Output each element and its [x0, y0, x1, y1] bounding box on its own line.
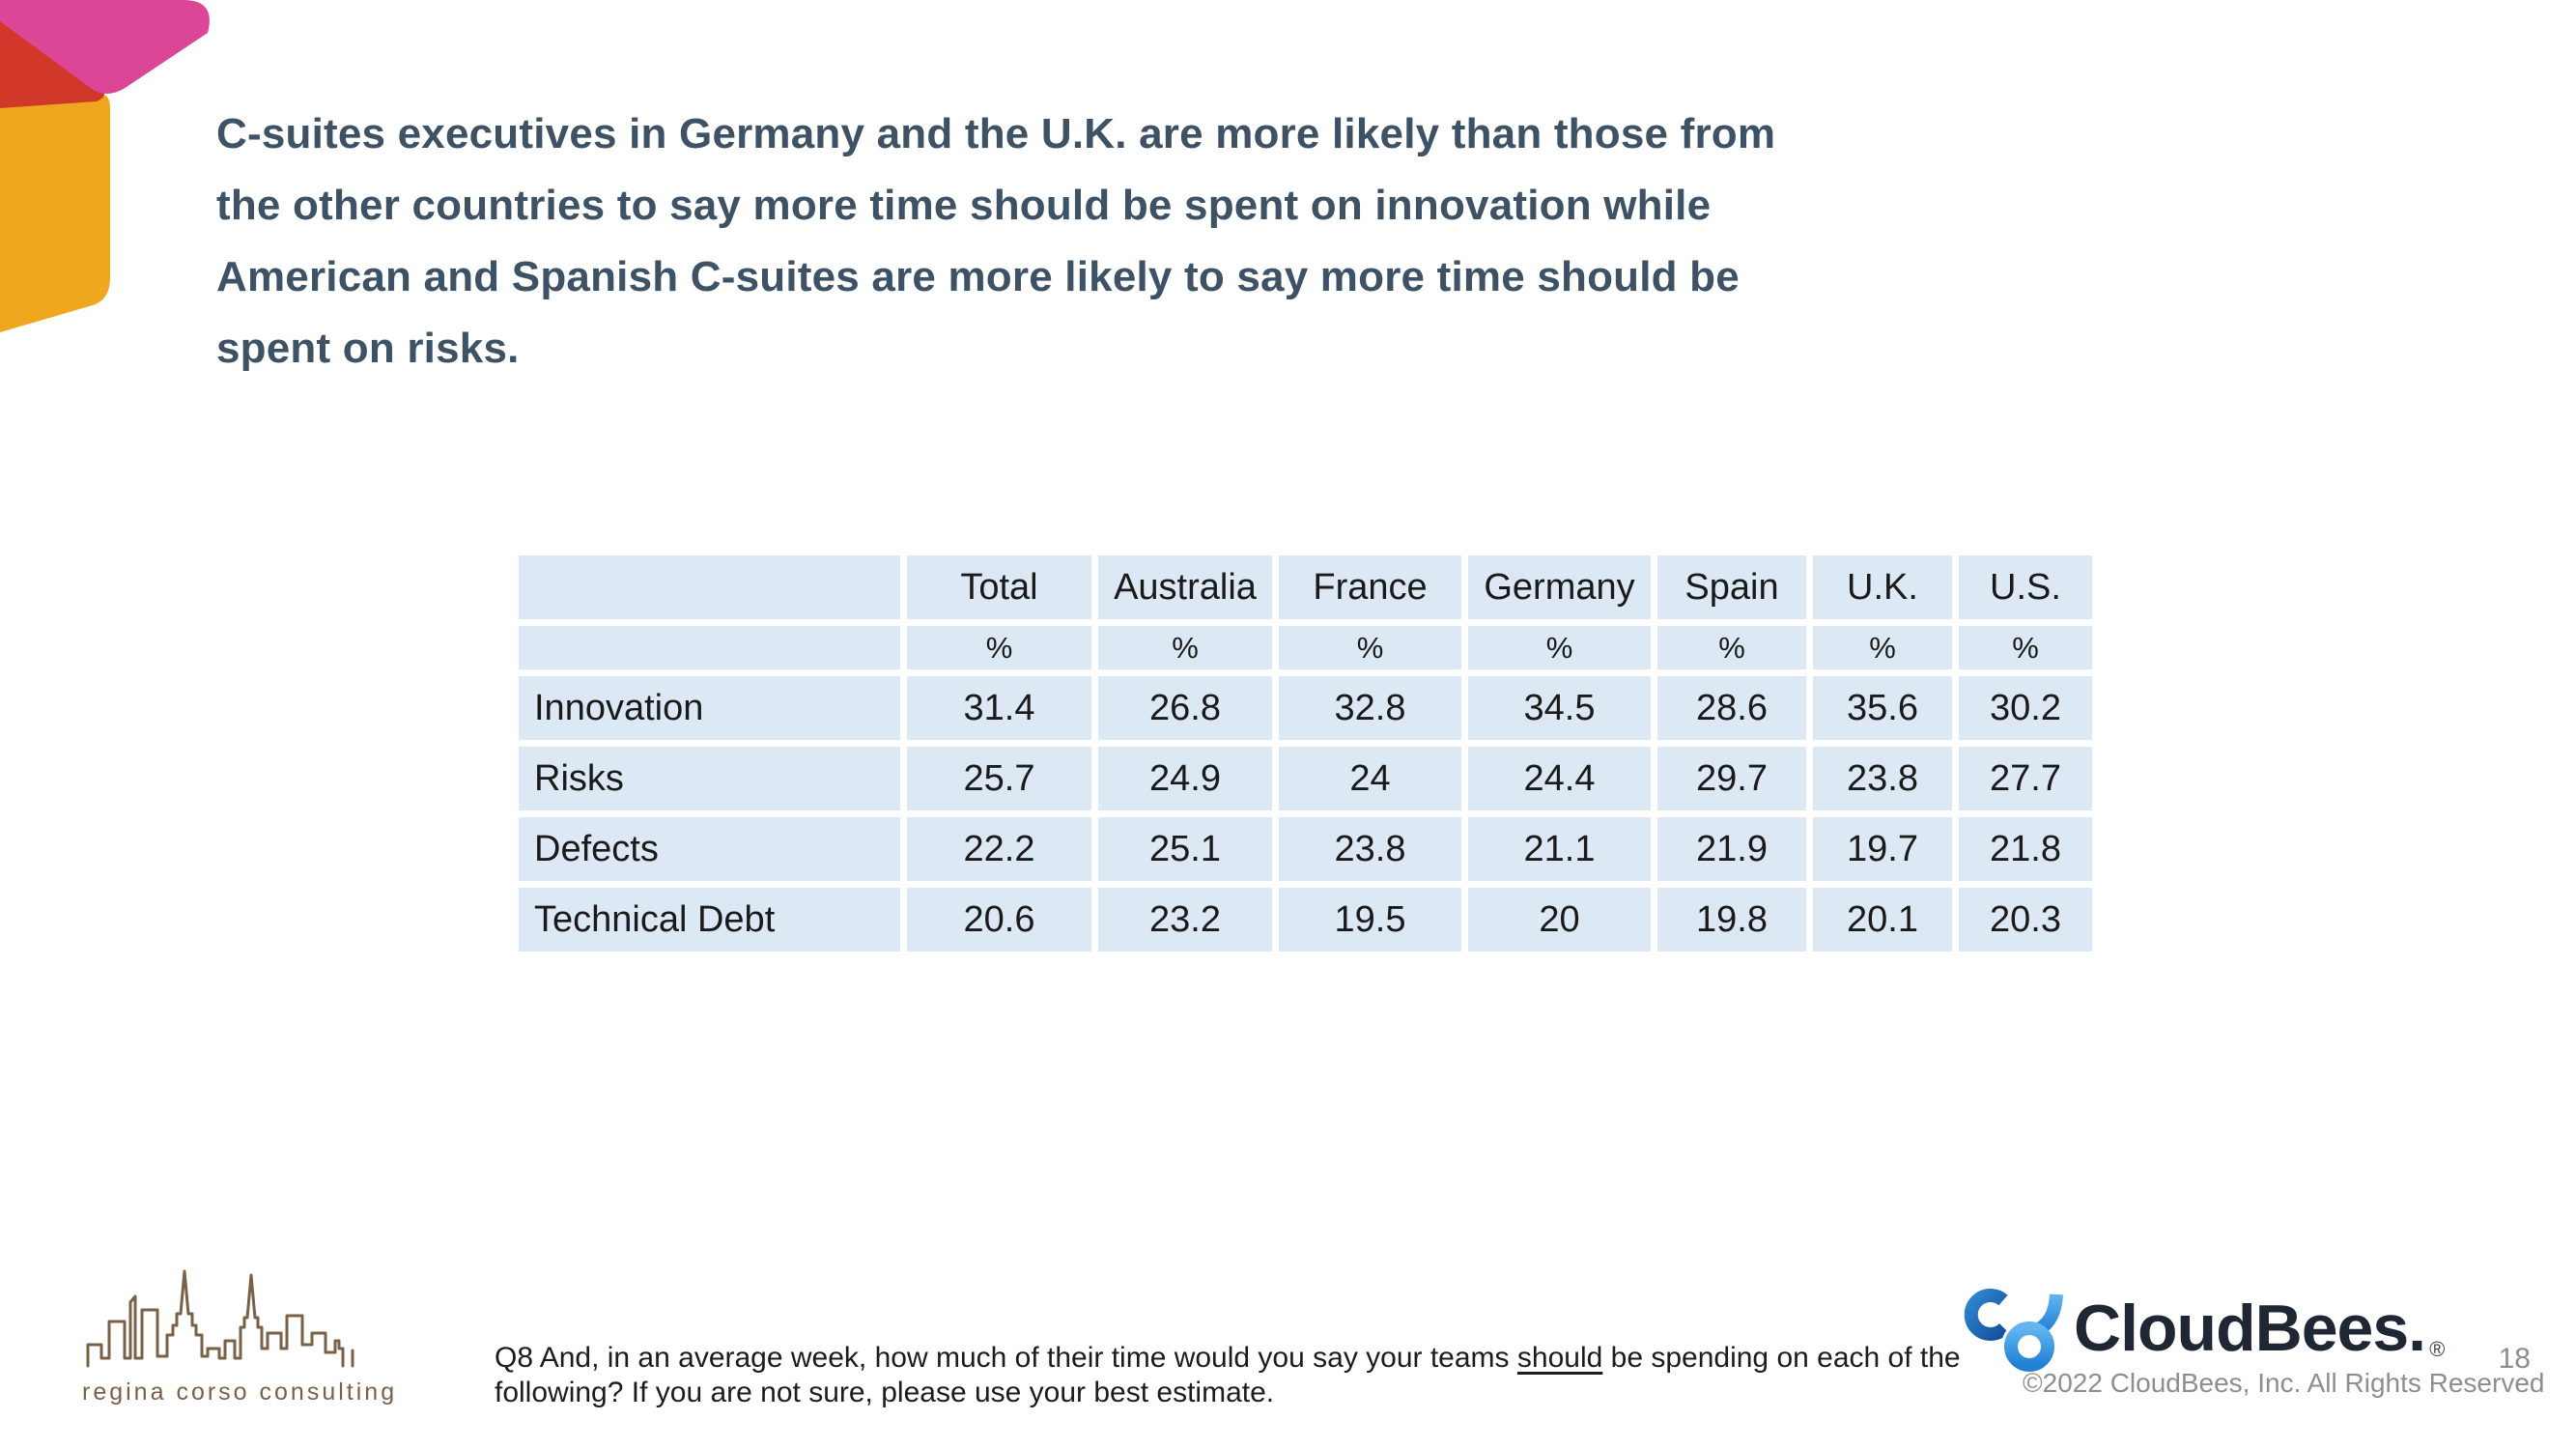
header-spain: Spain: [1657, 555, 1806, 619]
header-blank-cell: [519, 555, 900, 619]
slide-title-line-1: C-suites executives in Germany and the U…: [216, 110, 1776, 157]
slide-title-line-3: American and Spanish C-suites are more l…: [216, 253, 1740, 300]
value-cell: 30.2: [1959, 676, 2092, 740]
percent-cell: %: [907, 626, 1091, 669]
value-cell: 35.6: [1813, 676, 1952, 740]
value-cell: 19.7: [1813, 817, 1952, 881]
corner-pink-shape: [0, 0, 210, 95]
city-skyline-icon: [86, 1269, 354, 1368]
cloudbees-wordmark: CloudBees. ®: [2074, 1291, 2445, 1365]
percent-blank-cell: [519, 626, 900, 669]
regina-corso-logo-text: regina corso consulting: [82, 1378, 398, 1406]
header-uk: U.K.: [1813, 555, 1952, 619]
cloudbees-wordmark-text: CloudBees.: [2074, 1292, 2426, 1365]
value-cell: 23.8: [1279, 817, 1461, 881]
value-cell: 20.1: [1813, 888, 1952, 952]
header-france: France: [1279, 555, 1461, 619]
copyright-notice: ©2022 CloudBees, Inc. All Rights Reserve…: [2023, 1368, 2545, 1398]
value-cell: 21.8: [1959, 817, 2092, 881]
value-cell: 31.4: [907, 676, 1091, 740]
regina-corso-logo: regina corso consulting: [82, 1256, 398, 1406]
value-cell: 22.2: [907, 817, 1091, 881]
row-label: Risks: [519, 747, 900, 810]
value-cell: 25.1: [1098, 817, 1272, 881]
percent-cell: %: [1657, 626, 1806, 669]
value-cell: 32.8: [1279, 676, 1461, 740]
table-row-defects: Defects 22.2 25.1 23.8 21.1 21.9 19.7 21…: [519, 817, 2092, 881]
value-cell: 20.3: [1959, 888, 2092, 952]
value-cell: 28.6: [1657, 676, 1806, 740]
header-australia: Australia: [1098, 555, 1272, 619]
value-cell: 27.7: [1959, 747, 2092, 810]
value-cell: 24.4: [1468, 747, 1651, 810]
survey-question-footnote: Q8 And, in an average week, how much of …: [495, 1341, 1961, 1410]
page-number: 18: [2498, 1343, 2531, 1375]
value-cell: 29.7: [1657, 747, 1806, 810]
slide-title: C-suites executives in Germany and the U…: [216, 99, 2534, 384]
slide-title-line-2: the other countries to say more time sho…: [216, 182, 1712, 229]
cloudbees-logo-icon: [1964, 1289, 2066, 1375]
value-cell: 23.8: [1813, 747, 1952, 810]
table-percent-row: % % % % % % %: [519, 626, 2092, 669]
question-line-1: Q8 And, in an average week, how much of …: [495, 1341, 1961, 1376]
value-cell: 20.6: [907, 888, 1091, 952]
table-row-innovation: Innovation 31.4 26.8 32.8 34.5 28.6 35.6…: [519, 676, 2092, 740]
value-cell: 23.2: [1098, 888, 1272, 952]
percent-cell: %: [1959, 626, 2092, 669]
table-header-row: Total Australia France Germany Spain U.K…: [519, 555, 2092, 619]
value-cell: 20: [1468, 888, 1651, 952]
percent-cell: %: [1813, 626, 1952, 669]
question-line-2: following? If you are not sure, please u…: [495, 1377, 1275, 1408]
value-cell: 34.5: [1468, 676, 1651, 740]
header-germany: Germany: [1468, 555, 1651, 619]
row-label: Technical Debt: [519, 888, 900, 952]
registered-trademark-symbol: ®: [2429, 1337, 2445, 1361]
header-total: Total: [907, 555, 1091, 619]
table-row-technical-debt: Technical Debt 20.6 23.2 19.5 20 19.8 20…: [519, 888, 2092, 952]
percent-cell: %: [1279, 626, 1461, 669]
value-cell: 24: [1279, 747, 1461, 810]
value-cell: 26.8: [1098, 676, 1272, 740]
question-text: be spending on each of the: [1602, 1342, 1961, 1374]
value-cell: 21.9: [1657, 817, 1806, 881]
value-cell: 25.7: [907, 747, 1091, 810]
row-label: Innovation: [519, 676, 900, 740]
value-cell: 24.9: [1098, 747, 1272, 810]
table-row-risks: Risks 25.7 24.9 24 24.4 29.7 23.8 27.7: [519, 747, 2092, 810]
value-cell: 21.1: [1468, 817, 1651, 881]
header-us: U.S.: [1959, 555, 2092, 619]
value-cell: 19.5: [1279, 888, 1461, 952]
value-cell: 19.8: [1657, 888, 1806, 952]
survey-results-table: Total Australia France Germany Spain U.K…: [512, 549, 2099, 958]
percent-cell: %: [1468, 626, 1651, 669]
percent-cell: %: [1098, 626, 1272, 669]
corner-decoration-graphic: [0, 0, 210, 333]
corner-yellow-shape: [0, 93, 110, 333]
question-underlined-word: should: [1516, 1342, 1603, 1374]
slide-title-line-4: spent on risks.: [216, 325, 520, 372]
question-text: Q8 And, in an average week, how much of …: [495, 1342, 1517, 1374]
row-label: Defects: [519, 817, 900, 881]
